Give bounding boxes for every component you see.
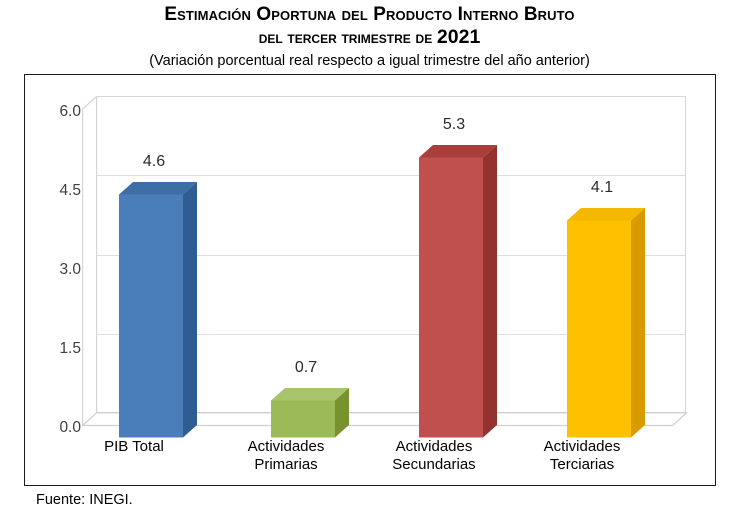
bar-value-label-actividades-secundarias: 5.3 xyxy=(442,116,466,133)
title-line2-prefix: del tercer trimestre de xyxy=(258,28,437,48)
page-subtitle-line: del tercer trimestre de 2021 xyxy=(0,26,739,49)
x-label-line-1: Actividades xyxy=(247,438,325,455)
x-axis-label-pib-total: PIB Total xyxy=(59,438,209,456)
x-label-line-1: Actividades xyxy=(395,438,473,455)
title-year: 2021 xyxy=(436,26,481,49)
x-axis-label-actividades-secundarias: Actividades Secundarias xyxy=(359,438,509,475)
x-label-line-2: Secundarias xyxy=(392,456,476,474)
y-tick-0-0: 0.0 xyxy=(59,419,81,436)
gridline-1-5 xyxy=(96,333,686,335)
y-tick-1-5: 1.5 xyxy=(59,340,81,357)
x-axis-label-actividades-primarias: Actividades Primarias xyxy=(211,438,361,475)
bar-actividades-secundarias[interactable] xyxy=(419,145,497,438)
chart-frame: 6.0 4.5 3.0 1.5 0.0 4.6 0.7 xyxy=(24,74,716,486)
source-note: Fuente: INEGI. xyxy=(36,492,133,508)
bar-actividades-terciarias[interactable] xyxy=(567,208,645,438)
x-label-line-2: Primarias xyxy=(254,456,318,474)
y-tick-4-5: 4.5 xyxy=(59,182,81,199)
bar-actividades-primarias[interactable] xyxy=(271,388,349,438)
chart-subtitle: (Variación porcentual real respecto a ig… xyxy=(149,53,590,70)
gridline-4-5 xyxy=(96,175,686,177)
chart-title-block: Estimación Oportuna del Producto Interno… xyxy=(0,4,739,70)
y-tick-3-0: 3.0 xyxy=(59,261,81,278)
bar-value-label-actividades-primarias: 0.7 xyxy=(294,359,318,376)
gridline-3-0 xyxy=(96,254,686,256)
y-axis: 6.0 4.5 3.0 1.5 0.0 xyxy=(15,75,81,487)
x-label-line-1: PIB Total xyxy=(104,438,164,455)
x-axis-label-actividades-terciarias: Actividades Terciarias xyxy=(507,438,657,475)
page-title: Estimación Oportuna del Producto Interno… xyxy=(164,4,575,25)
x-label-line-1: Actividades xyxy=(543,438,621,455)
plot-side-wall xyxy=(82,96,98,426)
plot-area: 6.0 4.5 3.0 1.5 0.0 4.6 0.7 xyxy=(25,75,717,487)
y-tick-6-0: 6.0 xyxy=(59,103,81,120)
bar-pib-total[interactable] xyxy=(119,182,197,438)
bar-value-label-actividades-terciarias: 4.1 xyxy=(590,179,614,196)
bar-value-label-pib-total: 4.6 xyxy=(142,153,166,170)
x-label-line-2: Terciarias xyxy=(549,456,615,474)
